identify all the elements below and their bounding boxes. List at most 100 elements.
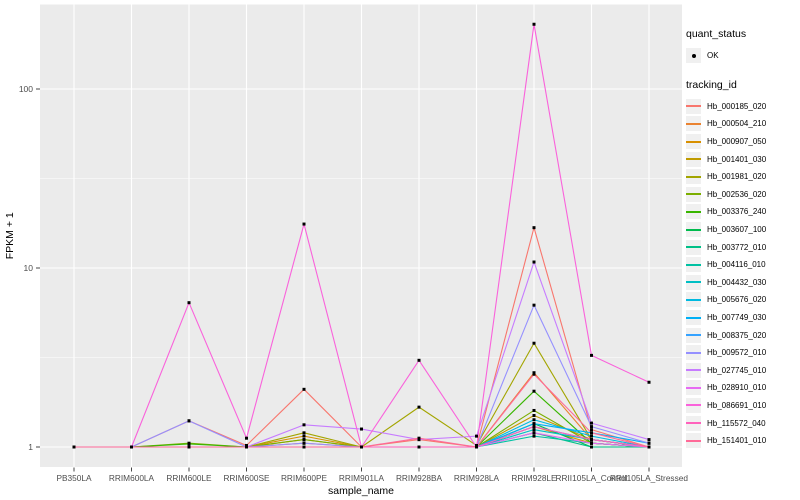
x-tick-label: RRII105LA_Stressed — [610, 473, 688, 483]
series-color-line-icon — [686, 298, 701, 301]
data-point — [590, 353, 593, 357]
x-tick-label: RRIM600LA — [109, 473, 155, 483]
series-color-line-icon — [686, 122, 701, 125]
legend-item-label: Hb_000185_020 — [707, 101, 767, 111]
series-color-line-icon — [686, 228, 701, 231]
legend-item-Hb_115572_040: Hb_115572_040 — [686, 414, 798, 432]
legend-item-label: Hb_001981_020 — [707, 172, 767, 182]
y-tick-label: 100 — [19, 84, 33, 94]
legend-key-box — [686, 151, 701, 167]
data-point — [532, 422, 536, 426]
legend-item-Hb_003376_240: Hb_003376_240 — [686, 203, 798, 221]
legend-item-Hb_001981_020: Hb_001981_020 — [686, 168, 798, 186]
data-point — [302, 431, 306, 435]
data-point — [590, 445, 593, 449]
legend-item-Hb_001401_030: Hb_001401_030 — [686, 150, 798, 168]
legend-key-box — [686, 257, 701, 273]
series-color-line-icon — [686, 105, 701, 108]
legend-key-box — [686, 48, 701, 64]
legend-item-label: Hb_000504_210 — [707, 119, 767, 129]
series-color-line-icon — [686, 281, 701, 284]
legend-item-label: Hb_115572_040 — [707, 418, 766, 428]
y-axis-label: FPKM + 1 — [4, 212, 16, 259]
x-tick-label: PB350LA — [56, 473, 92, 483]
data-point — [302, 445, 306, 449]
legend-item-label: Hb_001401_030 — [707, 154, 767, 164]
legend-key-box — [686, 186, 701, 202]
x-tick-label: RRIM928BA — [396, 473, 443, 483]
series-color-line-icon — [686, 140, 701, 143]
legend-key-box — [686, 116, 701, 132]
legend-item-Hb_151401_010: Hb_151401_010 — [686, 432, 798, 450]
data-point — [187, 445, 191, 449]
legend-item-Hb_000185_020: Hb_000185_020 — [686, 98, 798, 116]
legend-key-box — [686, 98, 701, 114]
data-point — [532, 226, 536, 230]
data-point — [590, 434, 593, 438]
data-point — [417, 405, 421, 409]
data-point — [417, 445, 421, 449]
data-point — [245, 436, 248, 440]
data-point — [187, 419, 191, 423]
data-point — [590, 421, 593, 425]
x-tick-label: RRIM600PE — [281, 473, 328, 483]
data-point — [187, 301, 191, 305]
legend-key-box — [686, 222, 701, 238]
data-point — [302, 222, 306, 226]
legend-key-box — [686, 345, 701, 361]
data-point — [302, 441, 306, 445]
legend-item-label: Hb_009572_010 — [707, 348, 767, 358]
legend-item-Hb_000504_210: Hb_000504_210 — [686, 115, 798, 133]
x-tick-label: RRIM600SE — [223, 473, 270, 483]
series-color-line-icon — [686, 210, 701, 213]
data-point — [302, 438, 306, 442]
legend-item-Hb_027745_010: Hb_027745_010 — [686, 362, 798, 380]
data-point — [245, 443, 248, 447]
data-point — [475, 445, 478, 449]
legend-key-box — [686, 204, 701, 220]
legend-item-Hb_003607_100: Hb_003607_100 — [686, 221, 798, 239]
legend-section-quant-status: quant_status OK — [686, 28, 798, 65]
legend-key-box — [686, 292, 701, 308]
legend-item-Hb_000907_050: Hb_000907_050 — [686, 133, 798, 151]
x-tick-label: RRIM928LA — [454, 473, 500, 483]
data-point — [417, 436, 421, 440]
x-tick-label: RRIM901LA — [339, 473, 385, 483]
legend-item-Hb_002536_020: Hb_002536_020 — [686, 186, 798, 204]
y-tick-label: 10 — [24, 263, 34, 273]
data-point — [532, 434, 536, 438]
legend-item-Hb_005676_020: Hb_005676_020 — [686, 291, 798, 309]
data-point — [532, 260, 536, 264]
legend-item-Hb_008375_020: Hb_008375_020 — [686, 326, 798, 344]
data-point — [72, 445, 76, 449]
series-color-line-icon — [686, 422, 701, 425]
x-tick-label: RRIM600LE — [166, 473, 212, 483]
data-point — [590, 425, 593, 429]
data-point — [532, 372, 536, 376]
legend-key-box — [686, 362, 701, 378]
data-point — [475, 434, 478, 438]
legend-key-box — [686, 433, 701, 449]
legend-item-label: Hb_004116_010 — [707, 260, 766, 270]
series-color-line-icon — [686, 263, 701, 266]
series-color-line-icon — [686, 334, 701, 337]
legend-item-Hb_003772_010: Hb_003772_010 — [686, 238, 798, 256]
legend-key-box — [686, 327, 701, 343]
data-point — [245, 445, 248, 449]
series-color-line-icon — [686, 351, 701, 354]
legend-key-box — [686, 134, 701, 150]
legend-item-label: OK — [707, 51, 719, 61]
legend-item-label: Hb_002536_020 — [707, 189, 767, 199]
legend-item-label: Hb_003772_010 — [707, 242, 767, 252]
legend-title-tracking-id: tracking_id — [686, 78, 737, 91]
data-point — [647, 445, 651, 449]
legend-item-Hb_004116_010: Hb_004116_010 — [686, 256, 798, 274]
series-color-line-icon — [686, 193, 701, 196]
y-tick-label: 1 — [28, 442, 33, 452]
legend-section-tracking-id: tracking_id Hb_000185_020 Hb_000504_210 Hb… — [686, 79, 798, 450]
data-point — [532, 408, 536, 412]
x-axis-label: sample_name — [328, 485, 394, 497]
legend-item-label: Hb_007749_030 — [707, 313, 767, 323]
legend-key-box — [686, 310, 701, 326]
